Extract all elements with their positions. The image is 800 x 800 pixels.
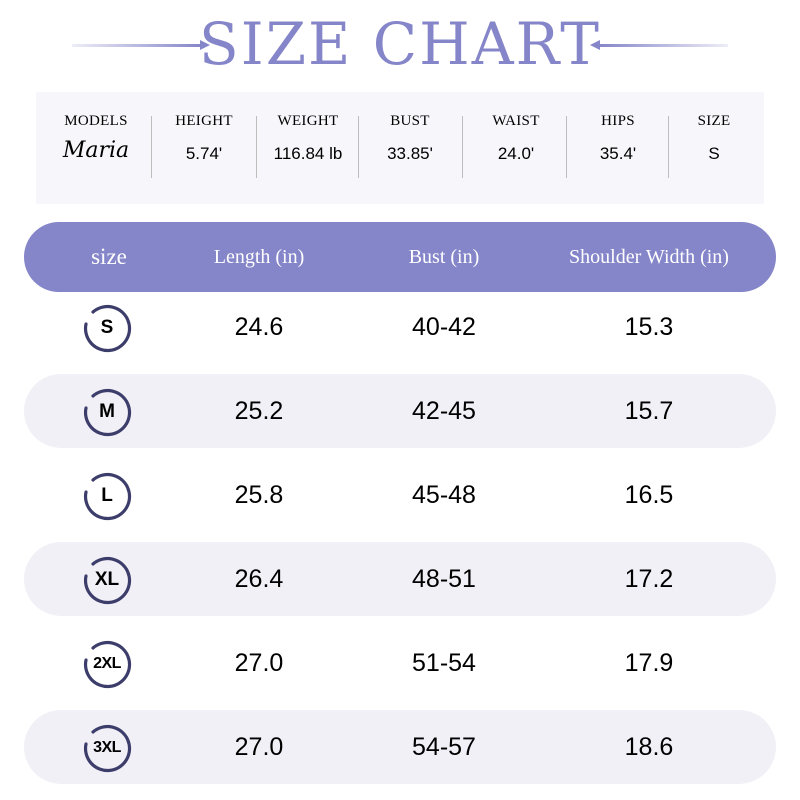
size-label: 3XL — [93, 739, 121, 756]
size-ring-icon — [83, 304, 132, 353]
divider — [358, 116, 359, 178]
decorative-arrow-right — [590, 40, 728, 50]
bust-cell: 42-45 — [412, 397, 476, 425]
model-header-size: SIZE — [697, 113, 731, 129]
bust-cell: 45-48 — [412, 481, 476, 509]
table-header: size Length (in) Bust (in) Shoulder Widt… — [24, 222, 776, 292]
page-title: SIZE CHART — [199, 10, 601, 78]
size-label: S — [100, 317, 114, 338]
table-row: XL 26.4 48-51 17.2 — [24, 542, 776, 616]
model-height-value: 5.74' — [185, 144, 223, 163]
model-hips-value: 35.4' — [599, 144, 637, 163]
divider — [566, 116, 567, 178]
model-weight-value: 116.84 lb — [273, 144, 343, 163]
model-col-weight: WEIGHT 116.84 lb — [258, 110, 358, 178]
decorative-arrow-left — [72, 40, 210, 50]
divider — [668, 116, 669, 178]
shoulder-width-cell: 17.2 — [624, 565, 674, 593]
model-info-panel: MODELS Maria HEIGHT 5.74' WEIGHT 116.84 … — [36, 92, 764, 204]
table-row: 3XL 27.0 54-57 18.6 — [24, 710, 776, 784]
size-label: L — [101, 485, 113, 506]
column-header-bust: Bust (in) — [408, 246, 480, 268]
divider — [462, 116, 463, 178]
size-badge: 3XL — [81, 722, 133, 774]
model-col-height: HEIGHT 5.74' — [154, 110, 254, 178]
shoulder-width-cell: 16.5 — [624, 481, 674, 509]
bust-cell: 51-54 — [412, 649, 476, 677]
column-header-shoulder-width: Shoulder Width (in) — [569, 246, 729, 268]
size-ring-icon — [83, 640, 132, 689]
model-col-size: SIZE S — [670, 110, 758, 178]
size-ring-icon — [83, 724, 132, 773]
length-cell: 25.2 — [234, 397, 284, 425]
size-ring-icon — [83, 472, 132, 521]
size-label: M — [99, 401, 115, 422]
model-size-value: S — [708, 144, 720, 163]
model-header-models: MODELS — [64, 113, 128, 129]
model-header-height: HEIGHT — [175, 113, 233, 129]
shoulder-width-cell: 15.3 — [624, 313, 674, 341]
length-cell: 26.4 — [234, 565, 284, 593]
model-col-waist: WAIST 24.0' — [464, 110, 568, 178]
title-area: SIZE CHART — [0, 0, 800, 90]
divider — [151, 116, 152, 178]
size-badge: S — [81, 302, 133, 354]
table-row: M 25.2 42-45 15.7 — [24, 374, 776, 448]
bust-cell: 54-57 — [412, 733, 476, 761]
model-header-waist: WAIST — [492, 113, 540, 129]
model-col-bust: BUST 33.85' — [360, 110, 460, 178]
size-ring-icon — [83, 556, 132, 605]
size-label: 2XL — [93, 655, 121, 672]
model-waist-value: 24.0' — [497, 144, 535, 163]
size-ring-icon — [83, 388, 132, 437]
model-name: Maria — [62, 138, 130, 163]
shoulder-width-cell: 18.6 — [624, 733, 674, 761]
size-badge: L — [81, 470, 133, 522]
table-row: 2XL 27.0 51-54 17.9 — [24, 626, 776, 700]
bust-cell: 48-51 — [412, 565, 476, 593]
divider — [256, 116, 257, 178]
size-badge: 2XL — [81, 638, 133, 690]
model-col-models: MODELS Maria — [46, 110, 146, 178]
size-badge: XL — [81, 554, 133, 606]
model-header-bust: BUST — [390, 113, 430, 129]
table-row: S 24.6 40-42 15.3 — [24, 290, 776, 364]
length-cell: 24.6 — [234, 313, 284, 341]
column-header-length: Length (in) — [213, 246, 305, 268]
shoulder-width-cell: 17.9 — [624, 649, 674, 677]
bust-cell: 40-42 — [412, 313, 476, 341]
length-cell: 27.0 — [234, 649, 284, 677]
model-header-weight: WEIGHT — [277, 113, 339, 129]
column-header-size: size — [91, 244, 127, 269]
model-bust-value: 33.85' — [387, 144, 433, 163]
model-col-hips: HIPS 35.4' — [568, 110, 668, 178]
shoulder-width-cell: 15.7 — [624, 397, 674, 425]
length-cell: 27.0 — [234, 733, 284, 761]
table-row: L 25.8 45-48 16.5 — [24, 458, 776, 532]
size-label: XL — [94, 569, 120, 590]
length-cell: 25.8 — [234, 481, 284, 509]
size-badge: M — [81, 386, 133, 438]
model-header-hips: HIPS — [601, 113, 635, 129]
